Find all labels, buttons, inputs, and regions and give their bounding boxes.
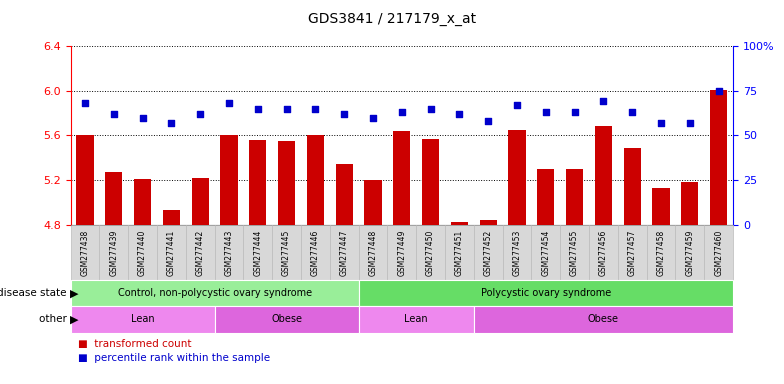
Text: GSM277441: GSM277441: [167, 229, 176, 276]
Text: GSM277448: GSM277448: [368, 229, 378, 276]
Text: GSM277459: GSM277459: [685, 229, 695, 276]
Point: [655, 120, 667, 126]
Text: ▶: ▶: [70, 288, 78, 298]
Bar: [307, 136, 324, 225]
Text: disease state: disease state: [0, 288, 70, 298]
Bar: [566, 169, 583, 225]
Bar: [105, 172, 122, 225]
Bar: [681, 182, 699, 225]
Bar: [595, 126, 612, 225]
Text: GSM277445: GSM277445: [282, 229, 291, 276]
Point: [252, 106, 264, 112]
Text: Polycystic ovary syndrome: Polycystic ovary syndrome: [481, 288, 611, 298]
Bar: [393, 131, 411, 225]
Text: GSM277447: GSM277447: [339, 229, 349, 276]
Point: [453, 111, 466, 117]
Text: Control, non-polycystic ovary syndrome: Control, non-polycystic ovary syndrome: [118, 288, 311, 298]
Bar: [191, 178, 209, 225]
Text: GSM277455: GSM277455: [570, 229, 579, 276]
Bar: [537, 169, 554, 225]
Bar: [451, 222, 468, 225]
Text: GSM277449: GSM277449: [397, 229, 406, 276]
Point: [194, 111, 206, 117]
Text: ■  transformed count: ■ transformed count: [78, 339, 192, 349]
Text: GSM277452: GSM277452: [484, 229, 492, 276]
Bar: [480, 220, 497, 225]
Text: GSM277451: GSM277451: [455, 229, 464, 276]
Text: GSM277439: GSM277439: [109, 229, 118, 276]
Point: [510, 102, 523, 108]
Point: [78, 100, 91, 106]
Point: [713, 88, 725, 94]
Point: [597, 98, 610, 104]
Point: [223, 100, 235, 106]
Bar: [365, 180, 382, 225]
Text: GSM277442: GSM277442: [196, 229, 205, 276]
Point: [539, 109, 552, 115]
Text: GSM277453: GSM277453: [513, 229, 521, 276]
Text: GSM277446: GSM277446: [311, 229, 320, 276]
Point: [424, 106, 437, 112]
Text: Lean: Lean: [405, 314, 428, 324]
Point: [367, 114, 379, 121]
Bar: [336, 164, 353, 225]
Text: GSM277440: GSM277440: [138, 229, 147, 276]
Point: [568, 109, 581, 115]
Bar: [508, 130, 525, 225]
Bar: [278, 141, 296, 225]
Point: [482, 118, 495, 124]
Text: GSM277458: GSM277458: [656, 229, 666, 276]
Bar: [652, 188, 670, 225]
Bar: [134, 179, 151, 225]
Point: [136, 114, 149, 121]
Bar: [422, 139, 439, 225]
Text: GSM277454: GSM277454: [541, 229, 550, 276]
Text: ■  percentile rank within the sample: ■ percentile rank within the sample: [78, 353, 270, 362]
Bar: [76, 136, 93, 225]
Text: GSM277457: GSM277457: [628, 229, 637, 276]
Point: [338, 111, 350, 117]
Text: Lean: Lean: [131, 314, 154, 324]
Bar: [249, 140, 267, 225]
Point: [626, 109, 638, 115]
Text: GSM277456: GSM277456: [599, 229, 608, 276]
Text: Obese: Obese: [271, 314, 302, 324]
Bar: [623, 147, 641, 225]
Text: ▶: ▶: [70, 314, 78, 324]
Text: GSM277444: GSM277444: [253, 229, 263, 276]
Point: [309, 106, 321, 112]
Text: GSM277460: GSM277460: [714, 229, 723, 276]
Point: [281, 106, 293, 112]
Point: [107, 111, 120, 117]
Text: GSM277443: GSM277443: [224, 229, 234, 276]
Text: Obese: Obese: [588, 314, 619, 324]
Text: GDS3841 / 217179_x_at: GDS3841 / 217179_x_at: [308, 12, 476, 25]
Bar: [220, 136, 238, 225]
Bar: [710, 89, 728, 225]
Bar: [163, 210, 180, 225]
Text: GSM277450: GSM277450: [426, 229, 435, 276]
Point: [395, 109, 408, 115]
Text: GSM277438: GSM277438: [81, 229, 89, 276]
Point: [684, 120, 696, 126]
Text: other: other: [38, 314, 70, 324]
Point: [165, 120, 178, 126]
